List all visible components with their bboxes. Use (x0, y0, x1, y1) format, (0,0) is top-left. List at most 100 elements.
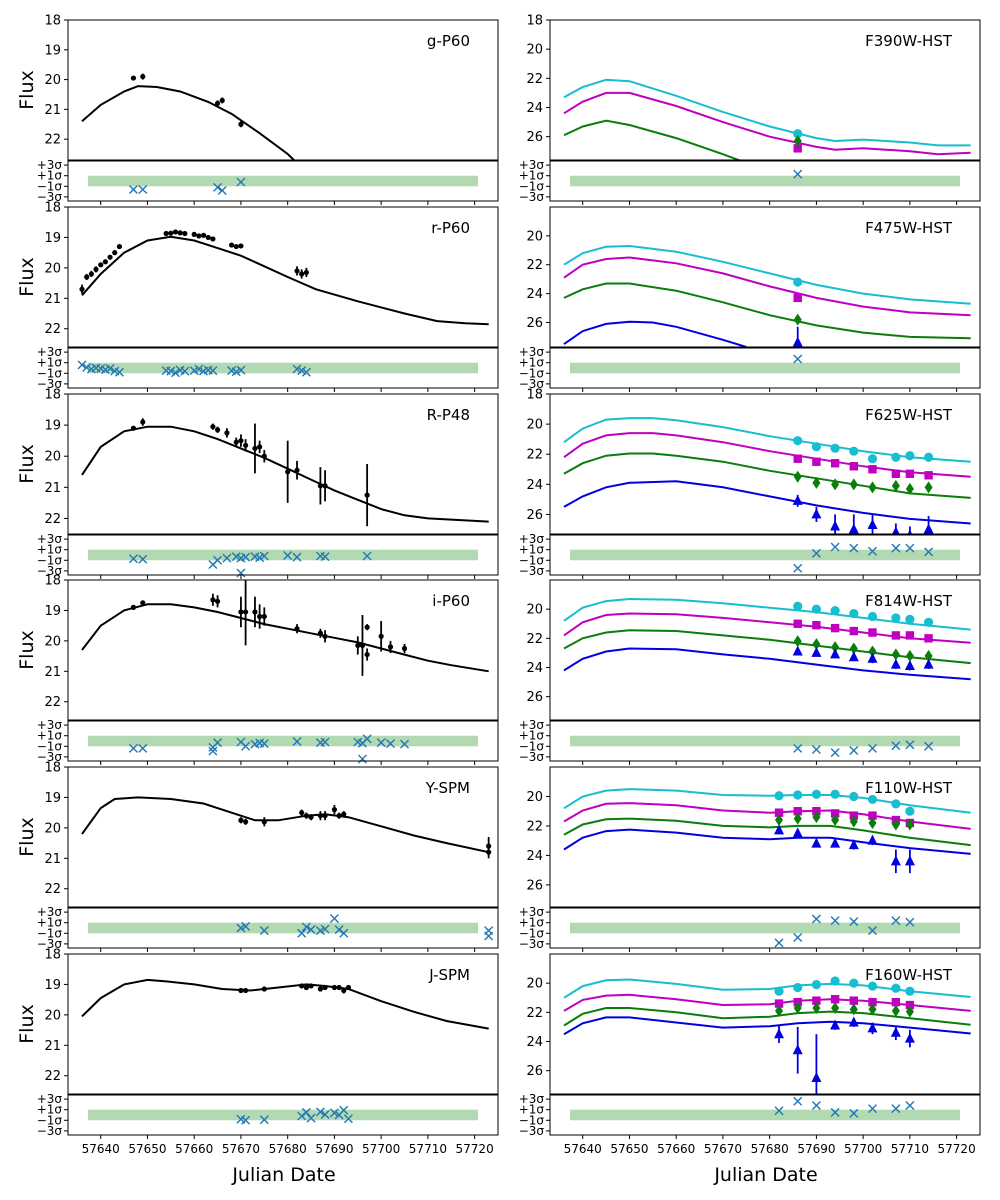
y-axis-label: Flux (16, 817, 38, 857)
data-point-cyan (793, 982, 803, 993)
data-point-black (364, 492, 370, 498)
data-point-blue (830, 1019, 841, 1030)
plot-area (81, 73, 296, 160)
y-tick-label: 20 (44, 261, 61, 276)
data-point-magenta (793, 619, 802, 628)
data-point-green (891, 1004, 900, 1017)
data-point-cyan (867, 611, 878, 622)
residual-marker (924, 741, 934, 751)
data-point-black (116, 243, 123, 250)
model-curve-blue (563, 320, 747, 347)
y-axis-label: Flux (16, 444, 38, 484)
residual-marker (222, 553, 232, 563)
data-point-black (238, 987, 244, 994)
y-tick-label: 26 (526, 316, 543, 331)
residual-marker (849, 746, 859, 756)
y-tick-label: 20 (44, 73, 61, 88)
y-tick-label: 22 (526, 819, 543, 834)
residual-marker (208, 746, 218, 756)
residual-tick-label: +3σ (519, 158, 545, 172)
panel-f110w-hst: 20 22 24 26 F110W-HST +3σ+1σ−1σ−3σ (519, 766, 981, 952)
data-point-cyan (830, 789, 840, 799)
residual-tick-label: +1σ (37, 916, 63, 930)
y-tick-label: 26 (526, 690, 543, 705)
data-point-magenta (891, 469, 901, 478)
data-point-black (257, 444, 263, 450)
y-tick-label: 19 (44, 791, 61, 806)
x-tick-label: 57690 (797, 1142, 835, 1156)
residual-tick-label: −3σ (37, 377, 63, 391)
residual-marker (315, 1107, 325, 1117)
data-point-magenta (868, 811, 877, 820)
data-point-green (905, 1005, 914, 1018)
data-point-cyan (849, 608, 859, 619)
panel-frame (67, 766, 499, 908)
data-point-green (849, 478, 858, 491)
panel-frame (67, 579, 499, 721)
residual-marker (236, 365, 246, 375)
data-point-black (345, 984, 352, 991)
data-point-black (238, 817, 244, 823)
residual-marker (306, 925, 316, 935)
panel-title: F814W-HST (865, 592, 953, 610)
panel-title: g-P60 (427, 32, 470, 50)
data-point-blue (774, 1028, 785, 1039)
data-point-black (224, 430, 230, 436)
plot-area (563, 788, 971, 874)
data-point-black (261, 453, 267, 459)
x-tick-label: 57660 (175, 1142, 213, 1156)
data-point-black (285, 469, 291, 475)
y-tick-label: 24 (526, 661, 543, 676)
data-point-black (112, 250, 118, 256)
panel-title: F390W-HST (865, 32, 953, 50)
residual-tick-label: −3σ (37, 564, 63, 578)
data-point-magenta (830, 995, 840, 1004)
residual-tick-label: +1σ (37, 729, 63, 743)
panel-frame (549, 953, 981, 1095)
data-point-black (243, 819, 249, 825)
data-point-black (182, 230, 188, 237)
data-point-blue (811, 508, 822, 519)
y-tick-label: 22 (526, 258, 543, 273)
model-curve-green (563, 1007, 971, 1027)
data-point-black (130, 425, 137, 431)
residual-marker (292, 737, 302, 747)
residual-marker (283, 551, 293, 561)
data-point-green (831, 1001, 840, 1014)
panel-frame (549, 206, 981, 348)
residual-marker (329, 1108, 339, 1118)
data-point-magenta (924, 471, 933, 480)
model-curve-black (81, 603, 489, 673)
residual-marker (774, 938, 784, 948)
data-point-blue (830, 837, 841, 848)
plot-area (563, 976, 971, 1094)
data-point-black (317, 483, 323, 489)
data-point-black (210, 597, 216, 603)
data-point-cyan (905, 986, 915, 996)
residual-marker (138, 184, 148, 194)
data-point-green (793, 1001, 802, 1014)
data-point-black (233, 243, 239, 250)
residual-frame (67, 347, 499, 389)
plot-area (81, 796, 492, 859)
data-point-black (214, 427, 221, 433)
x-tick-label: 57710 (409, 1142, 447, 1156)
data-point-magenta (793, 293, 802, 303)
residual-band (570, 735, 960, 747)
residual-frame (67, 1094, 499, 1136)
data-point-black (336, 813, 342, 819)
plot-area (81, 580, 489, 676)
data-point-black (130, 75, 137, 81)
panel-frame (549, 579, 981, 721)
data-point-black (303, 269, 309, 276)
y-axis-label: Flux (16, 630, 38, 670)
model-curve-blue (563, 1016, 971, 1036)
residual-band (570, 362, 960, 374)
data-point-blue (867, 518, 878, 529)
data-point-black (102, 259, 108, 265)
data-point-black (317, 630, 323, 636)
residual-tick-label: −1σ (519, 553, 545, 567)
residual-marker (891, 1104, 901, 1114)
data-point-green (793, 313, 802, 326)
residual-tick-label: −1σ (37, 1113, 63, 1127)
